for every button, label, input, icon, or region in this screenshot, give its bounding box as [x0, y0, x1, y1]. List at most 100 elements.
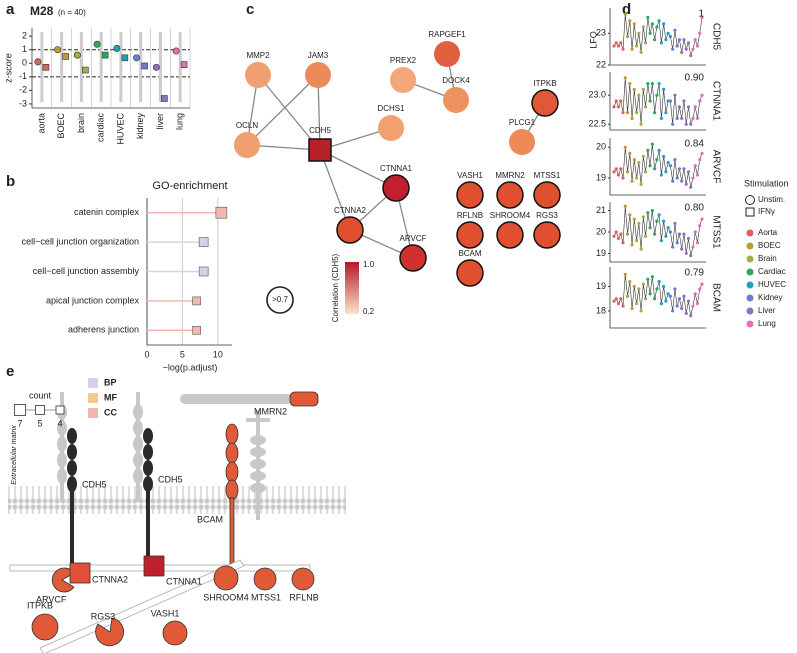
- y-tick-label: -2: [19, 85, 27, 95]
- point: [637, 161, 641, 165]
- x-tick-label: 5: [180, 349, 185, 359]
- point: [628, 151, 632, 156]
- legend-label: BP: [104, 377, 117, 387]
- point: [689, 314, 693, 318]
- protein-label: ITPKB: [27, 600, 53, 610]
- point: [653, 232, 657, 236]
- node: [456, 221, 484, 249]
- mmrn2: [289, 391, 319, 407]
- point: [648, 31, 652, 35]
- point: [632, 217, 636, 221]
- point: [616, 173, 621, 177]
- point: [612, 105, 616, 109]
- point: [643, 297, 648, 301]
- dot: [192, 325, 201, 335]
- dot: [198, 266, 209, 277]
- legend-label: Cardiac: [758, 267, 786, 276]
- node-label: CDH5: [309, 126, 331, 135]
- edge: [319, 149, 351, 231]
- point: [695, 241, 700, 245]
- point: [662, 284, 666, 289]
- x-tick-label: cardiac: [96, 113, 106, 143]
- node: [531, 89, 559, 117]
- y-tick-label: -3: [19, 98, 27, 108]
- point: [675, 44, 679, 48]
- point: [643, 170, 648, 174]
- point: [677, 297, 682, 301]
- protein-label: CTNNA1: [166, 576, 202, 586]
- point: [689, 185, 693, 189]
- point: [616, 105, 621, 109]
- node-label: VASH1: [457, 171, 483, 180]
- x-tick-label: kidney: [135, 113, 145, 140]
- point: [668, 34, 673, 39]
- point: [643, 41, 648, 45]
- point: [673, 28, 677, 32]
- node: [533, 221, 561, 249]
- x-axis-label: −log(p.adjust): [163, 362, 218, 372]
- legend-swatch: [88, 393, 98, 403]
- legend-swatch: [746, 294, 754, 302]
- legend-label: MF: [104, 392, 117, 402]
- point: [682, 294, 686, 298]
- node: [434, 41, 460, 67]
- legend-label: HUVEC: [758, 280, 786, 289]
- gene-label: MTSS1: [710, 215, 721, 249]
- legend-swatch: [88, 408, 98, 418]
- axis: [609, 267, 706, 329]
- node: [308, 138, 332, 162]
- protein-label: MMRN2: [254, 406, 287, 416]
- point: [161, 95, 168, 102]
- legend-title: count: [29, 390, 52, 400]
- point: [634, 302, 639, 306]
- point: [634, 176, 639, 180]
- mtss1: [253, 567, 277, 591]
- point: [619, 99, 623, 103]
- point: [662, 154, 666, 159]
- line: [613, 206, 703, 256]
- point: [650, 275, 654, 279]
- y-tick-label: cell−cell junction organization: [22, 236, 139, 246]
- protein-label: SHROOM4: [203, 592, 249, 602]
- y-tick-label: 23.0: [588, 90, 606, 100]
- axis: [609, 72, 706, 131]
- point: [662, 87, 666, 91]
- point: [623, 12, 627, 16]
- mmrn2-rod: [180, 394, 292, 404]
- point: [695, 302, 700, 306]
- point: [680, 179, 684, 183]
- point: [659, 173, 663, 177]
- y-tick-label: 19: [596, 248, 606, 258]
- point: [684, 182, 688, 186]
- node-label: ARVCF: [400, 234, 427, 243]
- point: [621, 111, 625, 115]
- bcam-domains: [225, 423, 239, 581]
- point: [612, 234, 616, 238]
- node: [390, 67, 416, 93]
- point: [659, 41, 663, 45]
- point: [614, 99, 618, 103]
- point: [700, 151, 704, 156]
- point: [668, 294, 673, 298]
- point: [646, 82, 650, 86]
- point: [634, 111, 639, 115]
- point: [630, 243, 634, 247]
- point: [695, 44, 700, 48]
- panel-letter: c: [246, 1, 254, 18]
- edge: [246, 74, 319, 146]
- point: [655, 287, 659, 291]
- point: [686, 170, 691, 174]
- point: [698, 31, 702, 35]
- node: [305, 62, 331, 88]
- axis: [609, 202, 706, 263]
- point: [675, 241, 679, 245]
- protein-label: BCAM: [197, 514, 223, 524]
- line: [613, 77, 703, 125]
- legend-label: Liver: [758, 306, 776, 315]
- point: [671, 122, 675, 126]
- node-label: MMP2: [246, 51, 270, 60]
- point: [657, 280, 661, 284]
- colorbar: [345, 262, 359, 314]
- point: [664, 170, 668, 174]
- point: [657, 213, 661, 217]
